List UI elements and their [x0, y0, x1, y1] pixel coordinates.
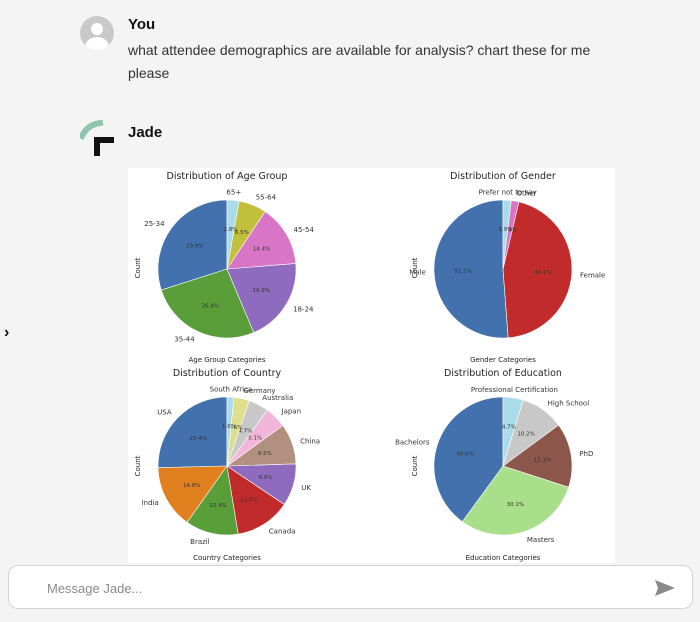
message-composer — [8, 565, 693, 609]
pie-slice — [461, 465, 570, 536]
pie-percent-label: 9.5% — [258, 451, 272, 457]
chart-xlabel: Education Categories — [466, 554, 541, 562]
chart-ylabel: Count — [134, 257, 142, 278]
pie-slice — [502, 199, 512, 270]
pie-slice — [502, 201, 573, 339]
pie-percent-label: 6.5% — [235, 230, 249, 236]
pie-percent-label: 12.4% — [209, 503, 226, 509]
pie-slice — [433, 199, 509, 339]
pie-category-label: High School — [548, 399, 590, 407]
pie-percent-label: 40.0% — [456, 452, 473, 458]
pie-category-label: Male — [409, 268, 426, 276]
pie-category-label: Australia — [262, 394, 293, 402]
pie-category-label: PhD — [579, 450, 593, 458]
user-avatar-icon — [80, 16, 114, 50]
pie-percent-label: 25.4% — [190, 436, 207, 442]
pie-category-label: Bachelors — [395, 439, 430, 447]
pie-category-label: Masters — [527, 536, 555, 544]
pie-category-label: Female — [580, 272, 605, 280]
pie-percent-label: 5.1% — [248, 436, 262, 442]
chart-title: Distribution of Education — [444, 368, 562, 379]
pie-category-label: 35-44 — [174, 336, 195, 344]
pie-percent-label: 10.2% — [517, 431, 534, 437]
pie-percent-label: 51.2% — [454, 269, 471, 275]
pie-category-label: Germany — [243, 387, 275, 395]
pie-percent-label: 15.1% — [534, 458, 551, 464]
pie-percent-label: 1.9% — [498, 227, 512, 233]
pie-slice — [433, 396, 504, 523]
pie-percent-label: 1.6% — [222, 424, 236, 430]
demographics-charts-svg: Distribution of Age Group Age Group Categ… — [134, 171, 605, 562]
pie-percent-label: 29.9% — [186, 243, 203, 249]
pie-slice — [226, 211, 297, 270]
assistant-sender-name: Jade — [128, 124, 163, 141]
pie-percent-label: 4.7% — [502, 424, 516, 430]
chart-ylabel: Count — [134, 455, 142, 476]
pie-category-label: Other — [517, 189, 537, 197]
pie-category-label: 65+ — [226, 189, 241, 197]
message-input[interactable] — [47, 577, 607, 599]
pie-slice — [157, 465, 228, 523]
jade-logo-icon — [80, 120, 114, 156]
chart-title: Distribution of Country — [173, 368, 282, 379]
pie-category-label: 45-54 — [294, 226, 315, 234]
chart-ylabel: Count — [411, 455, 419, 476]
chart-xlabel: Gender Categories — [470, 356, 536, 364]
pie-percent-label: 14.4% — [253, 247, 270, 253]
assistant-message: Jade — [80, 120, 162, 158]
pie-percent-label: 26.4% — [202, 303, 219, 309]
pie-category-label: Professional Certification — [471, 386, 558, 394]
pie-category-label: Canada — [269, 528, 296, 536]
pie-category-label: Japan — [281, 408, 302, 416]
user-message-text: what attendee demographics are available… — [128, 42, 591, 81]
pie-slice — [157, 199, 228, 291]
pie-category-label: 18-24 — [293, 306, 314, 314]
pie-slice — [226, 396, 235, 467]
user-message: You what attendee demographics are avail… — [80, 16, 608, 85]
pie-percent-label: 45.1% — [534, 270, 551, 276]
send-icon[interactable] — [654, 579, 676, 597]
pie-percent-label: 4.7% — [238, 428, 252, 434]
pie-category-label: 25-34 — [144, 220, 165, 228]
pie-category-label: India — [142, 499, 159, 507]
chart-title: Distribution of Gender — [450, 171, 556, 182]
demographics-chart-image: Distribution of Age Group Age Group Categ… — [128, 168, 615, 563]
pie-slice — [502, 424, 573, 488]
pie-percent-label: 9.9% — [259, 475, 273, 481]
pie-slice — [157, 396, 228, 469]
pie-category-label: 55-64 — [256, 194, 277, 202]
pie-percent-label: 14.8% — [183, 483, 200, 489]
chart-title: Distribution of Age Group — [167, 171, 288, 182]
pie-slice — [226, 465, 285, 535]
pie-percent-label: 19.9% — [252, 288, 269, 294]
pie-percent-label: 1.8% — [503, 228, 517, 234]
expand-sidebar-chevron-icon[interactable]: › — [4, 324, 10, 341]
chart-xlabel: Age Group Categories — [188, 356, 265, 364]
pie-slice — [226, 199, 240, 270]
pie-slice — [226, 263, 297, 333]
pie-percent-label: 3.6% — [229, 425, 243, 431]
pie-category-label: USA — [157, 409, 172, 417]
pie-category-label: Brazil — [190, 538, 210, 546]
pie-category-label: UK — [301, 484, 311, 492]
pie-slice — [160, 268, 255, 339]
pie-percent-label: 30.1% — [507, 502, 524, 508]
pie-percent-label: 2.8% — [224, 227, 238, 233]
pie-category-label: Prefer not to say — [479, 188, 537, 196]
chart-xlabel: Country Categories — [193, 554, 261, 562]
user-sender-name: You — [128, 16, 156, 33]
pie-slice — [502, 396, 524, 467]
pie-category-label: China — [300, 438, 320, 446]
chart-ylabel: Count — [411, 257, 419, 278]
pie-category-label: South Africa — [210, 385, 253, 393]
pie-percent-label: 13.0% — [240, 498, 257, 504]
